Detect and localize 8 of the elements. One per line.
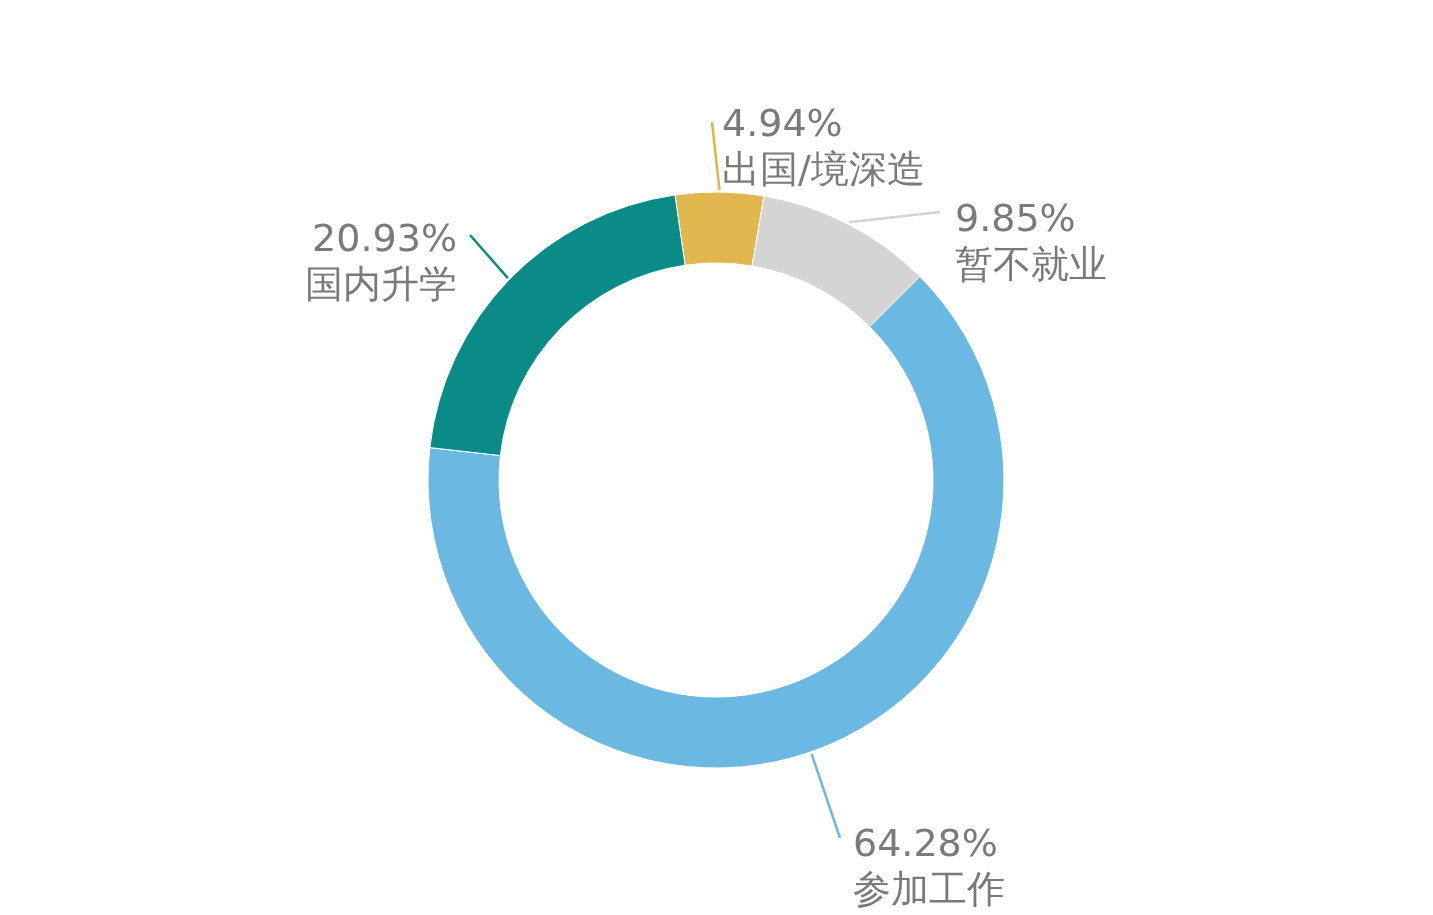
data-label: 20.93% (312, 216, 457, 260)
slice-label: 国内升学 (305, 262, 457, 306)
slice-label: 出国/境深造 (722, 147, 925, 191)
data-label: 9.85% (955, 196, 1076, 240)
slice-label: 暂不就业 (955, 242, 1107, 286)
data-label: 4.94% (722, 101, 843, 145)
slice-label: 参加工作 (853, 867, 1005, 911)
data-label: 64.28% (853, 821, 998, 865)
